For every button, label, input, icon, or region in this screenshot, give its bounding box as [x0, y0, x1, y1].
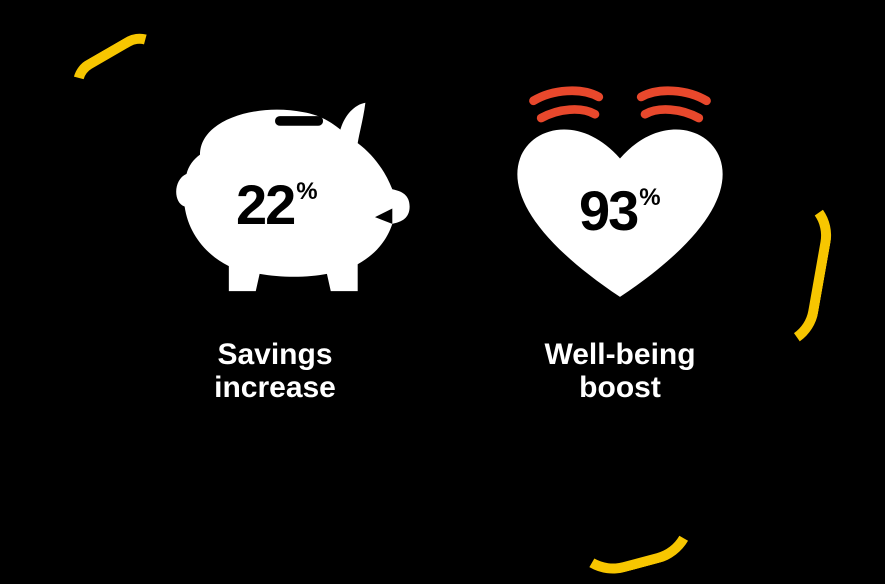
- label-line: increase: [214, 371, 336, 404]
- infographic-stage: 22 % Savings increase: [0, 0, 885, 584]
- label-line: boost: [579, 371, 661, 404]
- accent-dash-bottom-right: [555, 459, 705, 584]
- stat-number-text: 93: [579, 178, 637, 243]
- label-line: Savings: [217, 338, 332, 371]
- stat-value-savings: 22 %: [236, 172, 316, 237]
- stat-value-wellbeing: 93 %: [579, 178, 659, 243]
- stats-row: 22 % Savings increase: [130, 70, 765, 404]
- label-line: Well-being: [544, 338, 695, 371]
- stat-label-wellbeing: Well-being boost: [544, 338, 695, 404]
- stat-unit-text: %: [296, 178, 315, 206]
- stat-card-wellbeing: 93 % Well-being boost: [475, 70, 765, 404]
- stat-label-savings: Savings increase: [214, 338, 336, 404]
- stat-card-savings: 22 % Savings increase: [130, 70, 420, 404]
- stat-unit-text: %: [639, 184, 658, 212]
- piggy-bank-icon: 22 %: [130, 70, 420, 320]
- stat-number-text: 22: [236, 172, 294, 237]
- heart-icon: 93 %: [475, 70, 765, 320]
